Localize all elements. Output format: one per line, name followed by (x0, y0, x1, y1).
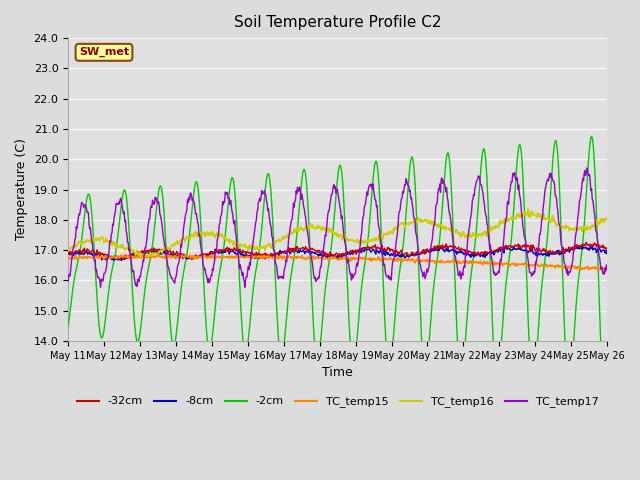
Text: SW_met: SW_met (79, 47, 129, 58)
Y-axis label: Temperature (C): Temperature (C) (15, 139, 28, 240)
X-axis label: Time: Time (323, 366, 353, 379)
Legend: -32cm, -8cm, -2cm, TC_temp15, TC_temp16, TC_temp17: -32cm, -8cm, -2cm, TC_temp15, TC_temp16,… (72, 392, 603, 412)
Title: Soil Temperature Profile C2: Soil Temperature Profile C2 (234, 15, 442, 30)
